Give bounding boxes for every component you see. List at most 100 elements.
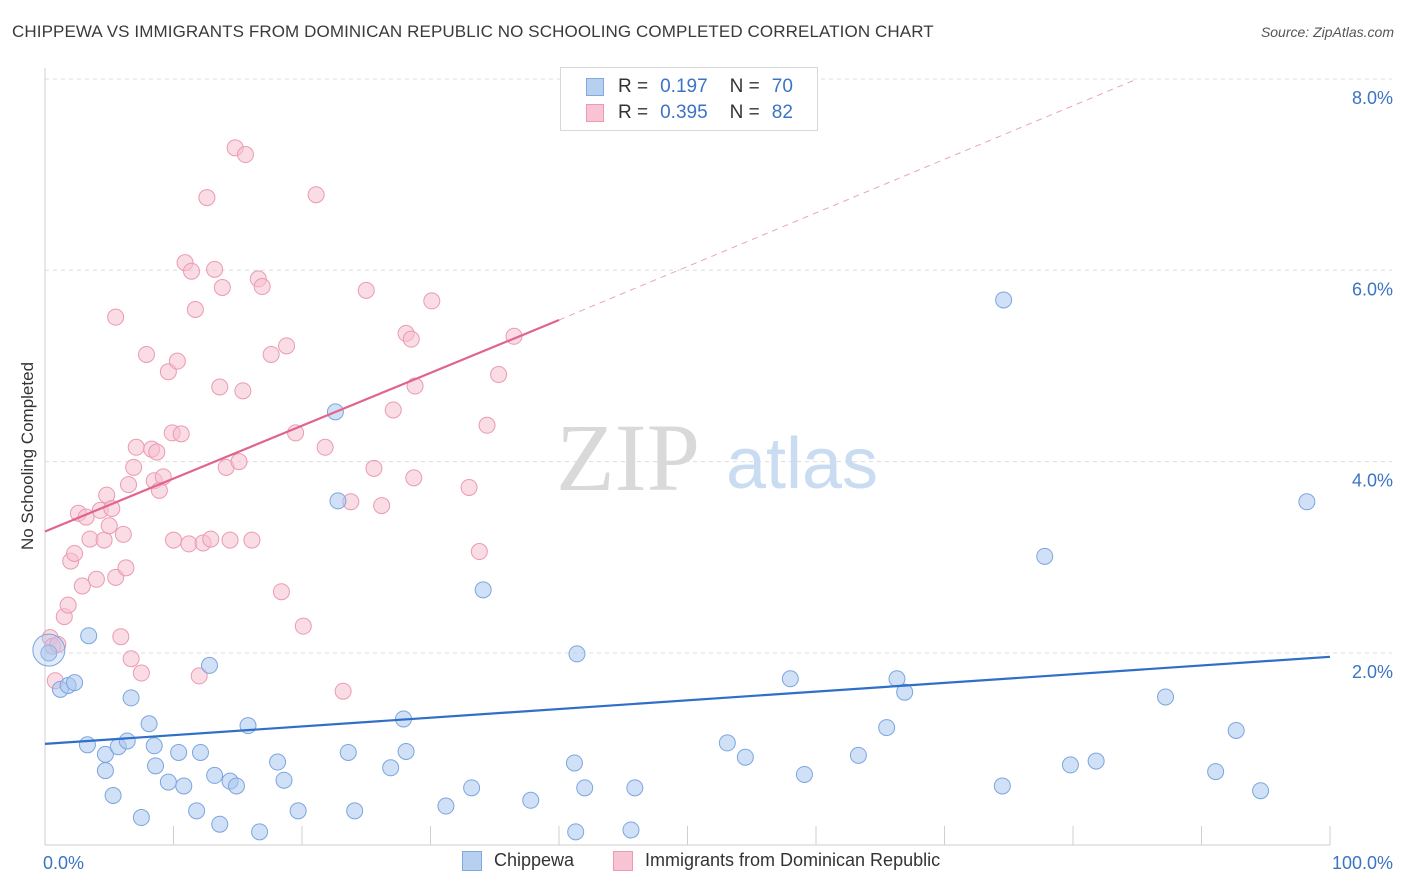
data-point-chippewa <box>289 802 307 820</box>
data-point-chippewa <box>346 802 364 820</box>
legend-r-label: R = <box>618 76 649 97</box>
data-point-chippewa <box>565 754 583 772</box>
legend-r-value-dominican: 0.395 <box>660 102 708 123</box>
legend-item-chippewa[interactable]: Chippewa <box>462 850 574 871</box>
trend-lines <box>44 78 1331 745</box>
data-point-chippewa <box>1061 756 1079 774</box>
data-point-dominican <box>405 469 423 487</box>
data-point-chippewa <box>1207 763 1225 781</box>
stats-legend: R = 0.197 N = 70 R = 0.395 N = 82 <box>560 67 818 131</box>
data-point-chippewa <box>211 815 229 833</box>
data-point-chippewa <box>1087 752 1105 770</box>
data-point-dominican <box>230 453 248 471</box>
watermark-zip: ZIP <box>556 404 700 511</box>
legend-item-dominican[interactable]: Immigrants from Dominican Republic <box>613 850 940 871</box>
data-point-dominican <box>120 476 138 494</box>
data-point-dominican <box>172 425 190 443</box>
data-point-chippewa <box>40 644 58 662</box>
data-point-dominican <box>262 345 280 363</box>
data-point-chippewa <box>1036 547 1054 565</box>
data-point-chippewa <box>995 291 1013 309</box>
data-point-chippewa <box>118 732 136 750</box>
legend-r-value-chippewa: 0.197 <box>660 76 708 97</box>
watermark-atlas: atlas <box>726 424 878 504</box>
data-point-dominican <box>100 517 118 535</box>
data-point-chippewa <box>251 823 269 841</box>
data-point-dominican <box>180 535 198 553</box>
data-point-chippewa <box>191 743 209 761</box>
data-point-chippewa <box>1157 688 1175 706</box>
data-point-chippewa <box>849 746 867 764</box>
x-tick-label-min: 0.0% <box>43 853 84 873</box>
legend-r-label: R = <box>618 102 649 123</box>
data-point-chippewa <box>269 753 287 771</box>
y-tick-label: 6.0% <box>1352 279 1393 299</box>
legend-label-dominican: Immigrants from Dominican Republic <box>645 850 941 870</box>
data-point-chippewa <box>275 771 293 789</box>
data-point-dominican <box>168 352 186 370</box>
trend-line-dominican <box>44 319 560 533</box>
data-point-chippewa <box>718 734 736 752</box>
series-legend: Chippewa Immigrants from Dominican Repub… <box>0 850 1406 878</box>
legend-swatch-dominican <box>586 104 604 122</box>
data-point-dominican <box>365 459 383 477</box>
data-point-dominican <box>122 650 140 668</box>
data-point-dominican <box>107 308 125 326</box>
data-point-chippewa <box>567 823 585 841</box>
data-point-dominican <box>66 544 84 562</box>
data-point-dominican <box>253 278 271 296</box>
data-point-dominican <box>206 260 224 278</box>
data-point-dominican <box>148 443 166 461</box>
data-point-dominican <box>117 559 135 577</box>
data-point-chippewa <box>329 492 347 510</box>
data-point-dominican <box>213 279 231 297</box>
data-point-dominican <box>234 382 252 400</box>
legend-n-label: N = <box>729 76 760 97</box>
data-point-chippewa <box>147 757 165 775</box>
data-point-chippewa <box>78 736 96 754</box>
data-point-chippewa <box>781 670 799 688</box>
data-point-dominican <box>460 478 478 496</box>
data-point-chippewa <box>159 773 177 791</box>
axes <box>44 68 1331 846</box>
data-point-chippewa <box>104 787 122 805</box>
data-point-dominican <box>221 531 239 549</box>
series-dominican-points <box>41 139 523 700</box>
data-point-chippewa <box>397 743 415 761</box>
data-point-dominican <box>423 292 441 310</box>
data-point-dominican <box>307 186 325 204</box>
data-point-dominican <box>138 345 156 363</box>
data-point-chippewa <box>206 766 224 784</box>
data-point-chippewa <box>437 797 455 815</box>
data-point-chippewa <box>175 777 193 795</box>
chart-title: CHIPPEWA VS IMMIGRANTS FROM DOMINICAN RE… <box>12 22 934 41</box>
y-tick-label: 2.0% <box>1352 662 1393 682</box>
data-point-chippewa <box>522 791 540 809</box>
data-point-dominican <box>490 366 508 384</box>
data-point-dominican <box>165 531 182 549</box>
data-point-chippewa <box>795 765 813 783</box>
legend-label-chippewa: Chippewa <box>494 850 575 870</box>
data-point-chippewa <box>878 719 896 737</box>
legend-swatch-chippewa <box>586 78 604 96</box>
data-point-chippewa <box>145 737 163 755</box>
data-point-dominican <box>125 458 143 476</box>
data-point-chippewa <box>170 743 188 761</box>
data-point-dominican <box>95 531 113 549</box>
x-tick-label-max: 100.0% <box>1332 853 1393 873</box>
watermark: ZIP atlas <box>556 404 878 511</box>
data-point-chippewa <box>463 779 481 797</box>
gridlines <box>45 78 1392 654</box>
legend-n-label: N = <box>729 102 760 123</box>
tick-labels: 2.0% 4.0% 6.0% 8.0% 0.0% 100.0% <box>43 88 1393 873</box>
data-point-dominican <box>278 337 296 355</box>
data-point-dominican <box>132 664 150 682</box>
trend-line-dominican-extension <box>558 78 1138 321</box>
data-point-chippewa <box>576 779 594 797</box>
data-point-dominican <box>243 531 261 549</box>
data-point-dominican <box>127 438 145 456</box>
data-point-chippewa <box>993 777 1011 795</box>
y-axis-label: No Schooling Completed <box>18 362 37 550</box>
data-point-dominican <box>190 667 208 685</box>
data-point-chippewa <box>622 821 640 839</box>
